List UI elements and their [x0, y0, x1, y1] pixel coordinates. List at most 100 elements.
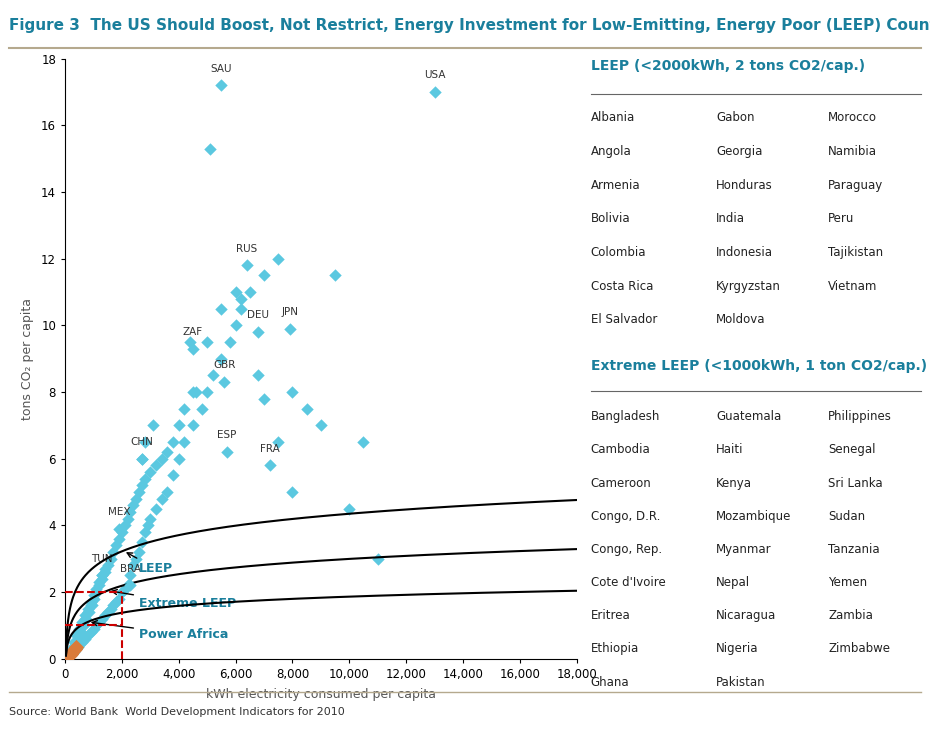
- Text: Haiti: Haiti: [716, 444, 743, 456]
- Text: Morocco: Morocco: [829, 111, 877, 124]
- Text: Power Africa: Power Africa: [92, 621, 229, 641]
- Text: FRA: FRA: [259, 444, 280, 454]
- Point: [143, 513, 158, 525]
- Text: Nicaragua: Nicaragua: [716, 609, 777, 622]
- Point: [117, 583, 132, 594]
- Point: [68, 643, 83, 654]
- Point: [112, 523, 126, 534]
- Point: [109, 539, 124, 551]
- Point: [228, 319, 243, 331]
- Point: [98, 563, 113, 575]
- Point: [63, 643, 78, 654]
- Text: TUN: TUN: [91, 554, 113, 564]
- Point: [120, 513, 135, 525]
- Point: [66, 645, 81, 657]
- Point: [72, 640, 86, 651]
- Point: [106, 600, 121, 611]
- Point: [74, 616, 89, 628]
- Text: Moldova: Moldova: [716, 313, 765, 326]
- Point: [84, 627, 98, 638]
- Point: [177, 403, 192, 414]
- Point: [285, 386, 299, 398]
- Point: [126, 499, 140, 511]
- Text: SAU: SAU: [210, 64, 232, 74]
- Point: [79, 613, 94, 624]
- Point: [89, 586, 104, 598]
- Text: Ethiopia: Ethiopia: [591, 643, 639, 655]
- Text: GBR: GBR: [213, 360, 235, 370]
- Text: Guatemala: Guatemala: [716, 410, 781, 423]
- Point: [68, 645, 83, 657]
- Point: [72, 623, 86, 635]
- Point: [72, 627, 86, 638]
- Point: [251, 370, 266, 381]
- Text: Colombia: Colombia: [591, 246, 646, 259]
- Point: [69, 630, 84, 641]
- Point: [114, 586, 129, 598]
- Point: [71, 641, 86, 653]
- Point: [185, 419, 201, 431]
- Point: [95, 573, 110, 585]
- Point: [106, 546, 121, 558]
- Point: [313, 419, 328, 431]
- Point: [257, 393, 272, 405]
- Text: Kenya: Kenya: [716, 477, 752, 490]
- Text: Extreme LEEP: Extreme LEEP: [112, 589, 236, 610]
- Point: [128, 553, 143, 564]
- Point: [95, 569, 110, 581]
- Point: [86, 623, 101, 635]
- Point: [166, 469, 180, 481]
- Text: Bolivia: Bolivia: [591, 212, 631, 225]
- Point: [370, 553, 385, 564]
- Point: [100, 559, 115, 571]
- Text: LEEP: LEEP: [127, 553, 173, 575]
- Text: Myanmar: Myanmar: [716, 543, 772, 556]
- Point: [185, 386, 201, 398]
- Point: [84, 597, 98, 608]
- Point: [80, 603, 95, 615]
- Point: [85, 600, 100, 611]
- Point: [299, 403, 314, 414]
- Point: [135, 479, 150, 491]
- Point: [92, 616, 107, 628]
- Text: Extreme LEEP (<1000kWh, 1 ton CO2/cap.): Extreme LEEP (<1000kWh, 1 ton CO2/cap.): [591, 359, 926, 373]
- Point: [100, 606, 115, 618]
- Point: [103, 553, 118, 564]
- Point: [95, 569, 110, 581]
- Point: [257, 269, 272, 281]
- Point: [114, 526, 129, 538]
- Text: Honduras: Honduras: [716, 179, 773, 192]
- Point: [143, 466, 158, 478]
- Point: [271, 436, 286, 448]
- Point: [120, 580, 135, 591]
- Point: [80, 606, 95, 618]
- Text: Eritrea: Eritrea: [591, 609, 631, 622]
- Point: [138, 526, 153, 538]
- Point: [166, 436, 180, 448]
- Text: Nigeria: Nigeria: [716, 643, 759, 655]
- Point: [92, 576, 107, 588]
- Point: [200, 386, 215, 398]
- Text: Ghana: Ghana: [591, 676, 630, 689]
- Point: [214, 353, 229, 365]
- Point: [65, 646, 80, 658]
- Point: [214, 303, 229, 315]
- Point: [217, 376, 232, 388]
- Point: [189, 386, 204, 398]
- Point: [233, 303, 248, 315]
- Text: Namibia: Namibia: [829, 145, 877, 158]
- Point: [86, 593, 101, 605]
- Y-axis label: tons CO₂ per capita: tons CO₂ per capita: [21, 298, 34, 419]
- Text: Source: World Bank  World Development Indicators for 2010: Source: World Bank World Development Ind…: [9, 707, 345, 717]
- Text: India: India: [716, 212, 745, 225]
- Point: [82, 606, 97, 618]
- Text: Congo, D.R.: Congo, D.R.: [591, 509, 660, 523]
- Point: [95, 613, 110, 624]
- Point: [65, 648, 80, 660]
- Point: [285, 486, 299, 498]
- Text: Albania: Albania: [591, 111, 635, 124]
- Point: [149, 460, 164, 471]
- Text: Sri Lanka: Sri Lanka: [829, 477, 883, 490]
- Point: [271, 253, 286, 264]
- Point: [63, 648, 78, 660]
